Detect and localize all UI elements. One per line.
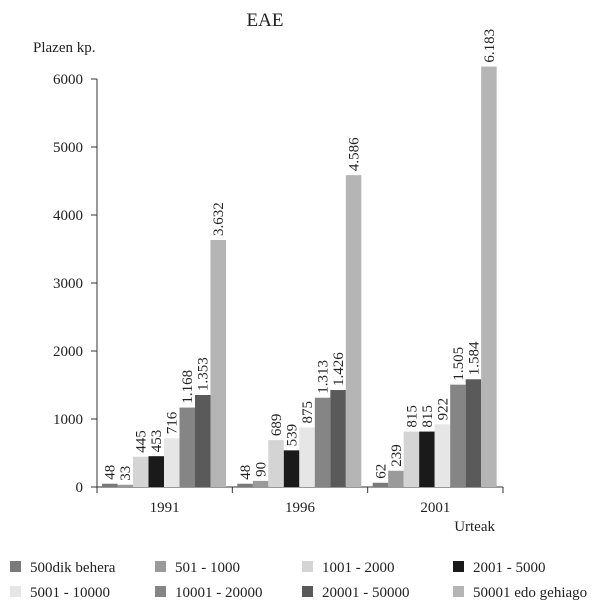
data-label: 33 (118, 466, 134, 481)
data-label: 716 (165, 411, 181, 434)
legend-item: 50001 edo gehiago (453, 585, 587, 601)
legend-label: 501 - 1000 (175, 560, 240, 576)
bar (465, 379, 482, 487)
legend-swatch (302, 586, 313, 597)
legend-item: 5001 - 10000 (10, 585, 110, 601)
legend-label: 2001 - 5000 (473, 560, 546, 576)
data-label: 539 (285, 424, 301, 447)
bar (117, 484, 133, 487)
bar (345, 175, 362, 488)
data-label: 453 (149, 430, 165, 453)
data-label: 922 (435, 398, 451, 421)
legend-label: 10001 - 20000 (175, 585, 263, 601)
bar (299, 427, 315, 487)
y-tick-label: 5000 (53, 140, 83, 156)
data-label: 1.505 (451, 347, 467, 381)
y-tick-label: 3000 (53, 276, 83, 292)
data-label: 1.168 (180, 370, 196, 404)
y-tick-label: 2000 (53, 344, 83, 360)
data-label: 3.632 (211, 202, 227, 236)
bar (102, 483, 118, 487)
y-tick-label: 4000 (53, 208, 83, 224)
bar (403, 431, 420, 487)
legend-swatch (453, 586, 464, 597)
legend-swatch (155, 561, 166, 572)
legend-swatch (10, 561, 21, 572)
y-axis-ticks: 0 1000 2000 3000 4000 5000 6000 (53, 72, 97, 496)
legend-item: 1001 - 2000 (302, 560, 395, 576)
legend-label: 5001 - 10000 (30, 585, 110, 601)
chart-title: EAE (247, 10, 284, 31)
x-tick-label: 1996 (285, 500, 316, 516)
bar (388, 470, 404, 487)
x-tick-label: 2001 (420, 500, 450, 516)
legend-swatch (10, 586, 21, 597)
bar (252, 480, 269, 487)
y-tick-label: 0 (76, 480, 84, 496)
data-label: 4.586 (347, 137, 363, 171)
bar (419, 431, 435, 487)
data-label: 875 (300, 401, 316, 424)
legend-item: 501 - 1000 (155, 560, 240, 576)
data-label: 62 (373, 464, 389, 479)
bar (148, 456, 164, 487)
y-tick-label: 6000 (53, 72, 83, 88)
data-label: 1.353 (196, 357, 212, 391)
data-label: 6.183 (482, 29, 498, 63)
bar (237, 483, 253, 487)
bar (372, 482, 389, 487)
legend-label: 500dik behera (30, 560, 116, 576)
bar (195, 394, 211, 487)
bar (434, 424, 451, 487)
legend-swatch (155, 586, 166, 597)
data-label: 445 (134, 430, 150, 453)
y-tick-label: 1000 (53, 412, 83, 428)
data-label: 90 (254, 462, 270, 477)
legend-item: 500dik behera (10, 560, 116, 576)
bar (179, 407, 195, 487)
x-axis-ticks: 1991 1996 2001 (96, 487, 504, 516)
data-label: 48 (238, 465, 254, 480)
bar (133, 456, 149, 487)
legend-label: 1001 - 2000 (322, 560, 395, 576)
bar (164, 438, 180, 487)
legend-item: 2001 - 5000 (453, 560, 546, 576)
legend-item: 20001 - 50000 (302, 585, 410, 601)
legend-item: 10001 - 20000 (155, 585, 263, 601)
bar (314, 397, 331, 487)
legend: 500dik behera 501 - 1000 1001 - 2000 2001 -… (10, 560, 587, 601)
data-label: 1.313 (316, 360, 332, 394)
data-label: 815 (420, 405, 436, 428)
bar (283, 450, 300, 487)
x-axis-label: Urteak (454, 519, 495, 535)
bar (268, 440, 284, 487)
legend-label: 20001 - 50000 (322, 585, 410, 601)
bar (330, 390, 346, 487)
data-label: 239 (389, 444, 405, 467)
bar (481, 66, 497, 487)
legend-swatch (302, 561, 313, 572)
data-label: 1.426 (331, 352, 347, 386)
legend-swatch (453, 561, 464, 572)
bar (210, 240, 226, 487)
legend-label: 50001 edo gehiago (473, 585, 587, 601)
bar (450, 384, 466, 487)
data-label: 815 (404, 405, 420, 428)
data-label: 689 (269, 414, 285, 437)
data-label: 1.584 (466, 341, 482, 375)
x-tick-label: 1991 (150, 500, 180, 516)
y-axis-label: Plazen kp. (33, 40, 95, 56)
data-label: 48 (103, 465, 119, 480)
